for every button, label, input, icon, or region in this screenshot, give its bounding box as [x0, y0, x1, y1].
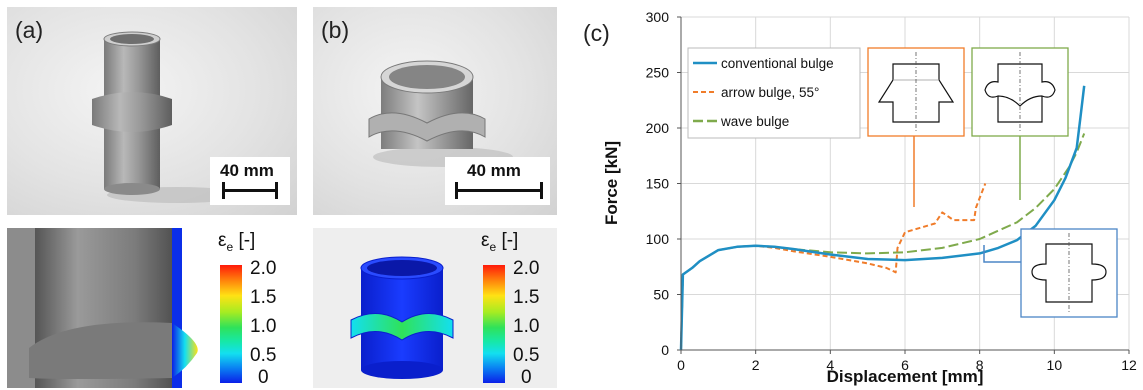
x-tick-label: 8: [976, 357, 984, 373]
colorbar-b-tick: 1.5: [513, 287, 540, 308]
colorbar-b-gradient: [483, 265, 505, 383]
colorbar-b-tick: 1.0: [513, 316, 540, 337]
panel-a-simulation: [7, 228, 297, 388]
series-line-conventional-bulge: [679, 85, 1086, 351]
panel-a-photo: (a) 40 mm: [7, 7, 297, 215]
y-tick-label: 50: [653, 287, 669, 303]
colorbar-a-gradient: [220, 265, 242, 383]
x-tick-label: 6: [901, 357, 909, 373]
scale-bar-a: 40 mm: [210, 157, 290, 205]
x-tick-label: 4: [826, 357, 834, 373]
colorbar-b-tick: 0.5: [513, 345, 540, 366]
scale-bar-a-line: [222, 182, 278, 199]
colorbar-b-tick: 0: [521, 367, 532, 388]
colorbar-a: εe [-] 2.0 1.5 1.0 0.5 0: [218, 228, 298, 388]
series-line-arrow-bulge: [680, 183, 987, 351]
panel-a-label: (a): [15, 17, 44, 43]
legend-label-conventional: conventional bulge: [721, 56, 834, 71]
panel-b-simulation: [313, 228, 557, 388]
inset-arrow-bulge: [867, 47, 965, 207]
x-tick-label: 12: [1121, 357, 1137, 373]
inset-conventional-bulge: [983, 228, 1118, 318]
scale-bar-b-line: [455, 182, 543, 199]
y-axis-title: Force [kN]: [602, 141, 621, 225]
legend-label-wave: wave bulge: [720, 114, 789, 129]
colorbar-b-tick: 2.0: [513, 258, 540, 279]
series: [679, 85, 1086, 351]
scale-bar-a-label: 40 mm: [220, 161, 274, 180]
scale-bar-b-label: 40 mm: [467, 161, 521, 180]
colorbar-a-tick: 0.5: [250, 345, 277, 366]
colorbar-a-tick: 1.5: [250, 287, 277, 308]
x-axis-title: Displacement [mm]: [827, 367, 984, 386]
panel-b-label: (b): [321, 17, 350, 43]
colorbar-b: εe [-] 2.0 1.5 1.0 0.5 0: [481, 228, 561, 388]
colorbar-a-tick: 2.0: [250, 258, 277, 279]
inset-wave-bulge: [971, 47, 1069, 200]
y-tick-label: 300: [646, 9, 670, 25]
strain-simulation-a: [7, 228, 198, 388]
panel-b-photo: (b) 40 mm: [313, 7, 557, 215]
y-tick-label: 0: [661, 342, 669, 358]
legend: conventional bulge arrow bulge, 55° wave…: [687, 47, 861, 139]
colorbar-b-title: εe [-]: [481, 230, 519, 254]
y-tick-label: 250: [646, 65, 670, 81]
tick-labels: 0 2 4 6 8 10 12 0 50 100 150 200 250 300: [646, 9, 1137, 373]
legend-label-arrow: arrow bulge, 55°: [721, 85, 819, 100]
colorbar-a-title: εe [-]: [218, 230, 256, 254]
panel-c-label: (c): [583, 20, 610, 46]
scale-bar-b: 40 mm: [445, 157, 550, 205]
x-tick-label: 10: [1047, 357, 1063, 373]
colorbar-a-tick: 1.0: [250, 316, 277, 337]
colorbar-a-tick: 0: [258, 367, 269, 388]
y-tick-label: 150: [646, 176, 670, 192]
x-tick-label: 2: [752, 357, 760, 373]
strain-simulation-b: [350, 256, 454, 379]
y-tick-label: 200: [646, 120, 670, 136]
x-tick-label: 0: [677, 357, 685, 373]
y-tick-label: 100: [646, 231, 670, 247]
